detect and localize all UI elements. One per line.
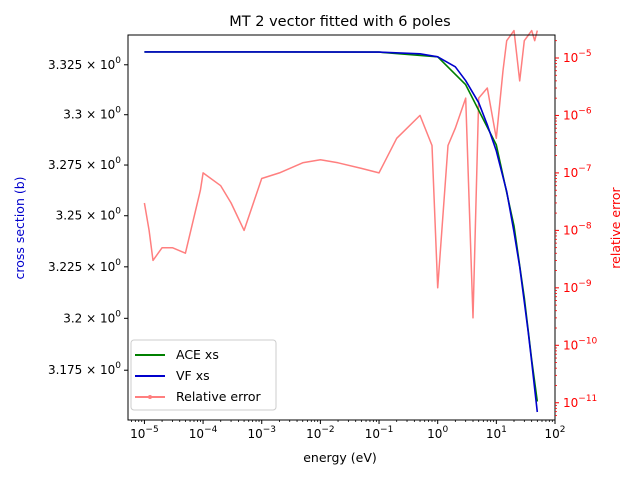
legend-box bbox=[130, 339, 277, 411]
right-tick-label: 10−6 bbox=[563, 106, 592, 122]
x-tick-label: 102 bbox=[544, 425, 565, 441]
x-tick-label: 101 bbox=[486, 425, 507, 441]
right-tick-label: 10−10 bbox=[563, 336, 598, 352]
right-tick-label: 10−8 bbox=[563, 221, 592, 237]
right-tick-label: 10−11 bbox=[563, 394, 597, 410]
left-tick-label: 3.175 × 100 bbox=[48, 361, 121, 377]
x-tick-label: 100 bbox=[427, 425, 448, 441]
x-axis-label: energy (eV) bbox=[303, 450, 377, 465]
x-tick-label: 10−2 bbox=[306, 425, 335, 441]
chart-title: MT 2 vector fitted with 6 poles bbox=[229, 14, 450, 30]
legend-relative-error-marker bbox=[148, 395, 152, 399]
x-tick-label: 10−1 bbox=[365, 425, 394, 441]
left-tick-label: 3.25 × 100 bbox=[56, 207, 122, 223]
legend: ACE xs VF xs Relative error bbox=[130, 339, 277, 411]
right-axis-label: relative error bbox=[608, 186, 623, 268]
x-axis: 10−5 10−4 10−3 10−2 10−1 100 101 102 bbox=[130, 420, 566, 441]
left-axis-label: cross section (b) bbox=[12, 176, 27, 279]
legend-vf-xs-label: VF xs bbox=[176, 368, 210, 383]
x-tick-label: 10−3 bbox=[247, 425, 276, 441]
cross-section-layer bbox=[144, 51, 539, 413]
left-tick-label: 3.3 × 100 bbox=[63, 106, 121, 122]
left-y-axis: 3.175 × 100 3.2 × 100 3.225 × 100 3.25 × 10… bbox=[48, 56, 128, 377]
left-tick-label: 3.275 × 100 bbox=[48, 156, 121, 172]
right-tick-label: 10−7 bbox=[563, 164, 592, 180]
left-tick-label: 3.325 × 100 bbox=[48, 56, 121, 72]
relative-error-layer bbox=[143, 29, 539, 319]
vf-xs-series-line bbox=[144, 51, 539, 413]
legend-ace-xs-label: ACE xs bbox=[176, 347, 219, 362]
right-y-axis: 10−11 10−10 10−9 10−8 10−7 10−6 10−5 bbox=[555, 40, 598, 416]
right-tick-label: 10−9 bbox=[563, 279, 592, 295]
x-tick-label: 10−5 bbox=[130, 425, 159, 441]
x-tick-label: 10−4 bbox=[189, 425, 218, 441]
plot-frame bbox=[127, 34, 556, 421]
legend-relative-error-label: Relative error bbox=[176, 389, 262, 404]
left-tick-label: 3.225 × 100 bbox=[48, 258, 121, 274]
left-tick-label: 3.2 × 100 bbox=[63, 309, 121, 325]
right-tick-label: 10−5 bbox=[563, 49, 592, 65]
relative-error-series-line bbox=[143, 29, 539, 319]
